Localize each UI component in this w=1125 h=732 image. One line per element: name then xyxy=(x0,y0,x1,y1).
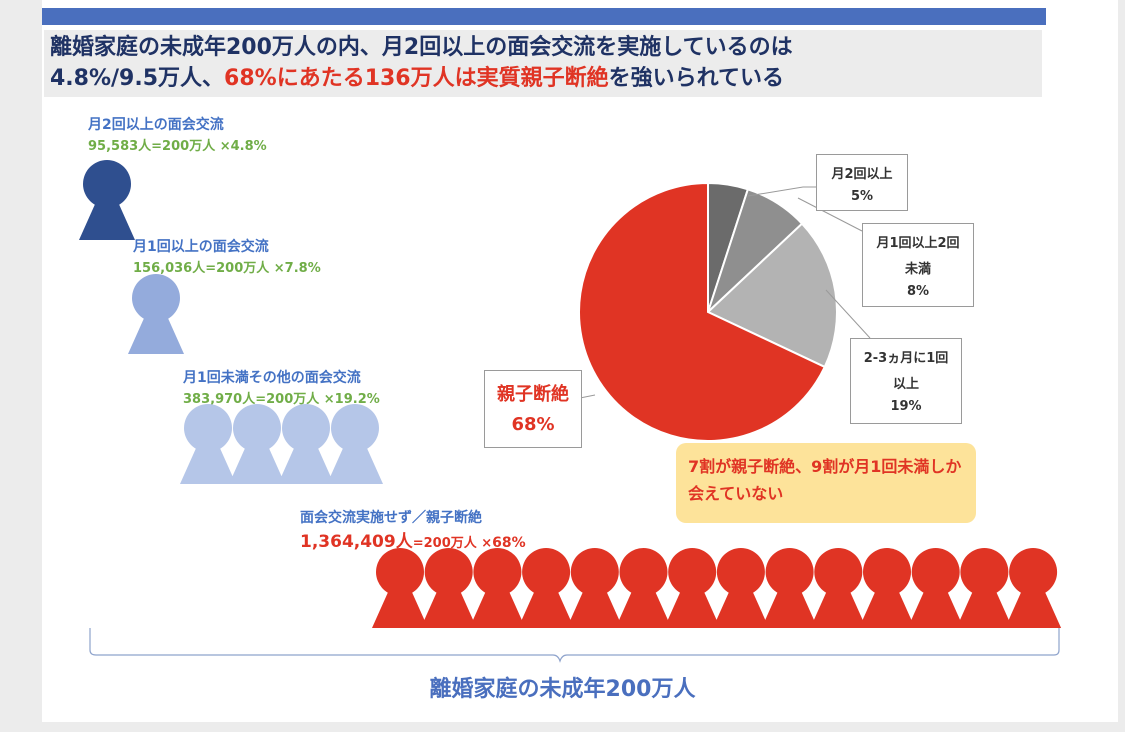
pie-chart xyxy=(578,181,838,442)
group-4-count-number: 1,364,409人 xyxy=(300,532,413,552)
leader-line-1 xyxy=(747,186,816,197)
callout-1-label: 月2回以上 xyxy=(831,167,893,182)
callout-2-label-2: 未満 xyxy=(904,262,931,277)
leader-line-3 xyxy=(825,289,871,339)
title-line-2-part-a: 4.8%/9.5万人、 xyxy=(50,66,225,91)
person-icon-group-3 xyxy=(180,404,236,484)
footer-caption: 離婚家庭の未成年200万人 xyxy=(429,677,696,702)
person-icon-group-4 xyxy=(907,548,964,628)
person-icon-group-3 xyxy=(278,404,334,484)
callout-3-label-1: 2-3ヵ月に1回 xyxy=(863,351,949,366)
callout-2-label-1: 月1回以上2回 xyxy=(876,236,960,251)
person-icon-group-1 xyxy=(79,160,135,240)
person-icon-group-4 xyxy=(420,548,477,628)
person-icon-group-4 xyxy=(1005,548,1062,628)
callout-4-label: 親子断絶 xyxy=(497,384,569,405)
pie-slice-3 xyxy=(706,222,838,369)
group-1-label: 月2回以上の面会交流 xyxy=(88,117,224,133)
person-icon-group-4 xyxy=(761,548,818,628)
callout-severed: 親子断絶 68% xyxy=(484,370,582,448)
group-4-label: 面会交流実施せず／親子断絶 xyxy=(300,510,482,526)
leader-line-2 xyxy=(797,197,863,232)
callout-1-value: 5% xyxy=(850,189,874,204)
group-3-label: 月1回未満その他の面会交流 xyxy=(183,370,361,386)
title-line-2-part-c: を強いられている xyxy=(608,66,784,91)
person-icon-group-4 xyxy=(372,548,428,628)
group-2-count: 156,036人=200万人 ×7.8% xyxy=(133,261,321,276)
leader-line-4 xyxy=(579,394,596,399)
title-line-2: 4.8%/9.5万人、68%にあたる136万人は実質親子断絶を強いられている xyxy=(50,63,784,94)
callout-bimonthly: 2-3ヵ月に1回 以上 19% xyxy=(850,338,962,424)
person-icon-group-4 xyxy=(956,548,1013,628)
group-1-count: 95,583人=200万人 ×4.8% xyxy=(88,139,267,154)
person-icon-group-3 xyxy=(229,404,285,484)
title-line-1: 離婚家庭の未成年200万人の内、月2回以上の面会交流を実施しているのは xyxy=(50,35,793,60)
group-3-count: 383,970人=200万人 ×19.2% xyxy=(183,392,380,407)
callout-4-value: 68% xyxy=(511,414,555,435)
pie-slice-4 xyxy=(578,181,827,442)
callout-2-value: 8% xyxy=(906,284,930,299)
people-icons xyxy=(79,160,1062,628)
person-icon-group-4 xyxy=(566,548,623,628)
person-icon-group-4 xyxy=(615,548,672,628)
group-brace xyxy=(89,628,1060,663)
person-icon-group-4 xyxy=(712,548,769,628)
person-icon-group-4 xyxy=(518,548,575,628)
group-4-count: 1,364,409人=200万人 ×68% xyxy=(300,527,526,552)
title-box: 離婚家庭の未成年200万人の内、月2回以上の面会交流を実施しているのは 4.8%… xyxy=(44,30,1042,97)
summary-note: 7割が親子断絶、9割が月1回未満しか会えていない xyxy=(676,443,976,523)
leader-lines xyxy=(579,186,871,399)
group-2-label: 月1回以上の面会交流 xyxy=(133,239,269,255)
group-4-count-formula: =200万人 × xyxy=(412,536,493,551)
person-icon-group-4 xyxy=(810,548,867,628)
callout-monthly-1to2: 月1回以上2回 未満 8% xyxy=(862,223,974,307)
callout-monthly-2plus: 月2回以上 5% xyxy=(816,154,908,211)
group-4-count-pct: 68% xyxy=(492,535,526,551)
person-icon-group-4 xyxy=(859,548,915,628)
callout-3-label-2: 以上 xyxy=(892,377,919,392)
callout-3-value: 19% xyxy=(890,399,922,414)
person-icon-group-4 xyxy=(664,548,721,628)
title-line-2-highlight: 68%にあたる136万人は実質親子断絶 xyxy=(224,66,609,91)
person-icon-group-4 xyxy=(469,548,526,628)
top-accent-bar xyxy=(42,8,1046,25)
person-icon-group-2 xyxy=(128,274,184,354)
person-icon-group-3 xyxy=(327,404,383,484)
